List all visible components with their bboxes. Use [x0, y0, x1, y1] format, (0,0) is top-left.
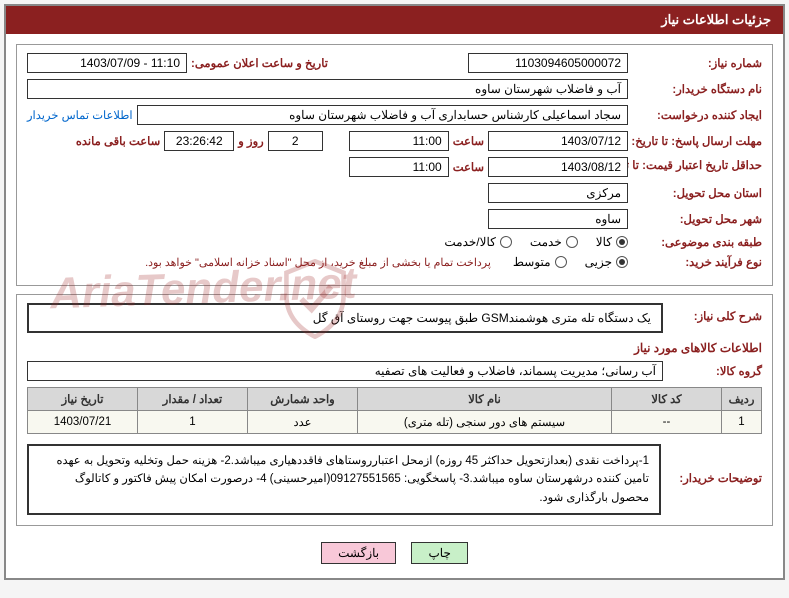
panel-header: جزئیات اطلاعات نیاز [6, 6, 783, 34]
details-box: شرح کلی نیاز: یک دستگاه تله متری هوشمندG… [16, 294, 773, 526]
cell-idx: 1 [722, 411, 762, 434]
announce-label: تاریخ و ساعت اعلان عمومی: [191, 56, 328, 70]
row-buyer-notes: توضیحات خریدار: 1-پرداخت نقدی (بعدازتحوی… [27, 440, 762, 515]
validity-time-label: ساعت [453, 160, 484, 174]
reply-time-label: ساعت [453, 134, 484, 148]
row-requester: ایجاد کننده درخواست: سجاد اسماعیلی کارشن… [27, 105, 762, 125]
radio-service[interactable]: خدمت [530, 235, 578, 249]
requester-value: سجاد اسماعیلی کارشناس حسابداری آب و فاضل… [137, 105, 628, 125]
row-reply-deadline: مهلت ارسال پاسخ: تا تاریخ: 1403/07/12 سا… [27, 131, 762, 151]
row-city: شهر محل تحویل: ساوه [27, 209, 762, 229]
remaining-label: ساعت باقی مانده [76, 134, 160, 148]
radio-goods-service[interactable]: کالا/خدمت [444, 235, 511, 249]
radio-medium-label: متوسط [513, 255, 551, 269]
need-no-label: شماره نیاز: [632, 56, 762, 70]
th-qty: تعداد / مقدار [138, 388, 248, 411]
province-value: مرکزی [488, 183, 628, 203]
main-frame: جزئیات اطلاعات نیاز شماره نیاز: 11030946… [4, 4, 785, 580]
buyer-org-label: نام دستگاه خریدار: [632, 82, 762, 96]
row-group: گروه کالا: آب رسانی؛ مدیریت پسماند، فاضل… [27, 361, 762, 381]
city-value: ساوه [488, 209, 628, 229]
cell-name: سیستم های دور سنجی (تله متری) [358, 411, 612, 434]
validity-label: حداقل تاریخ اعتبار قیمت: تا تاریخ: [632, 160, 762, 174]
buyer-notes-label: توضیحات خریدار: [667, 440, 762, 515]
radio-goods-label: کالا [596, 235, 612, 249]
row-buyer-org: نام دستگاه خریدار: آب و فاضلاب شهرستان س… [27, 79, 762, 99]
reply-time-value: 11:00 [349, 131, 449, 151]
payment-note: پرداخت تمام یا بخشی از مبلغ خرید، از محل… [145, 256, 491, 269]
group-value: آب رسانی؛ مدیریت پسماند، فاضلاب و فعالیت… [27, 361, 663, 381]
row-province: استان محل تحویل: مرکزی [27, 183, 762, 203]
validity-time-value: 11:00 [349, 157, 449, 177]
radio-medium[interactable]: متوسط [513, 255, 567, 269]
panel-title: جزئیات اطلاعات نیاز [661, 12, 771, 27]
radio-goods-circle [616, 236, 628, 248]
table-row: 1 -- سیستم های دور سنجی (تله متری) عدد 1… [28, 411, 762, 434]
row-validity: حداقل تاریخ اعتبار قیمت: تا تاریخ: 1403/… [27, 157, 762, 177]
province-label: استان محل تحویل: [632, 186, 762, 200]
buyer-notes-value: 1-پرداخت نقدی (بعدازتحویل حداکثر 45 روزه… [27, 444, 661, 515]
announce-value: 1403/07/09 - 11:10 [27, 53, 187, 73]
goods-info-title: اطلاعات کالاهای مورد نیاز [27, 341, 762, 355]
need-no-value: 1103094605000072 [468, 53, 628, 73]
radio-small-label: جزیی [585, 255, 612, 269]
radio-small[interactable]: جزیی [585, 255, 628, 269]
radio-service-label: خدمت [530, 235, 562, 249]
row-topic-class: طبقه بندی موضوعی: کالا خدمت کالا/خدمت [27, 235, 762, 249]
city-label: شهر محل تحویل: [632, 212, 762, 226]
cell-code: -- [612, 411, 722, 434]
radio-goods-service-circle [500, 236, 512, 248]
radio-medium-circle [555, 256, 567, 268]
back-button[interactable]: بازگشت [321, 542, 396, 564]
content-area: شماره نیاز: 1103094605000072 تاریخ و ساع… [6, 34, 783, 578]
th-code: کد کالا [612, 388, 722, 411]
button-row: چاپ بازگشت [16, 534, 773, 568]
radio-goods-service-label: کالا/خدمت [444, 235, 495, 249]
th-unit: واحد شمارش [248, 388, 358, 411]
purchase-radio-group: جزیی متوسط [513, 255, 628, 269]
radio-goods[interactable]: کالا [596, 235, 628, 249]
requester-label: ایجاد کننده درخواست: [632, 108, 762, 122]
radio-small-circle [616, 256, 628, 268]
row-overall-desc: شرح کلی نیاز: یک دستگاه تله متری هوشمندG… [27, 303, 762, 333]
topic-radio-group: کالا خدمت کالا/خدمت [444, 235, 628, 249]
cell-unit: عدد [248, 411, 358, 434]
topic-class-label: طبقه بندی موضوعی: [632, 235, 762, 249]
cell-qty: 1 [138, 411, 248, 434]
items-table: ردیف کد کالا نام کالا واحد شمارش تعداد /… [27, 387, 762, 434]
print-button[interactable]: چاپ [411, 542, 467, 564]
overall-desc-value: یک دستگاه تله متری هوشمندGSM طبق پیوست ج… [27, 303, 663, 333]
buyer-contact-link[interactable]: اطلاعات تماس خریدار [27, 108, 133, 122]
days-remaining-value: 2 [268, 131, 323, 151]
validity-date-value: 1403/08/12 [488, 157, 628, 177]
radio-service-circle [566, 236, 578, 248]
th-date: تاریخ نیاز [28, 388, 138, 411]
days-label: روز و [238, 134, 263, 148]
cell-date: 1403/07/21 [28, 411, 138, 434]
reply-date-value: 1403/07/12 [488, 131, 628, 151]
table-header-row: ردیف کد کالا نام کالا واحد شمارش تعداد /… [28, 388, 762, 411]
purchase-type-label: نوع فرآیند خرید: [632, 255, 762, 269]
th-name: نام کالا [358, 388, 612, 411]
countdown-value: 23:26:42 [164, 131, 234, 151]
overall-desc-label: شرح کلی نیاز: [667, 303, 762, 323]
row-purchase-type: نوع فرآیند خرید: جزیی متوسط پرداخت تمام … [27, 255, 762, 269]
th-idx: ردیف [722, 388, 762, 411]
need-info-box: شماره نیاز: 1103094605000072 تاریخ و ساع… [16, 44, 773, 286]
row-need-no: شماره نیاز: 1103094605000072 تاریخ و ساع… [27, 53, 762, 73]
buyer-org-value: آب و فاضلاب شهرستان ساوه [27, 79, 628, 99]
reply-deadline-label: مهلت ارسال پاسخ: تا تاریخ: [632, 134, 762, 148]
group-label: گروه کالا: [667, 364, 762, 378]
